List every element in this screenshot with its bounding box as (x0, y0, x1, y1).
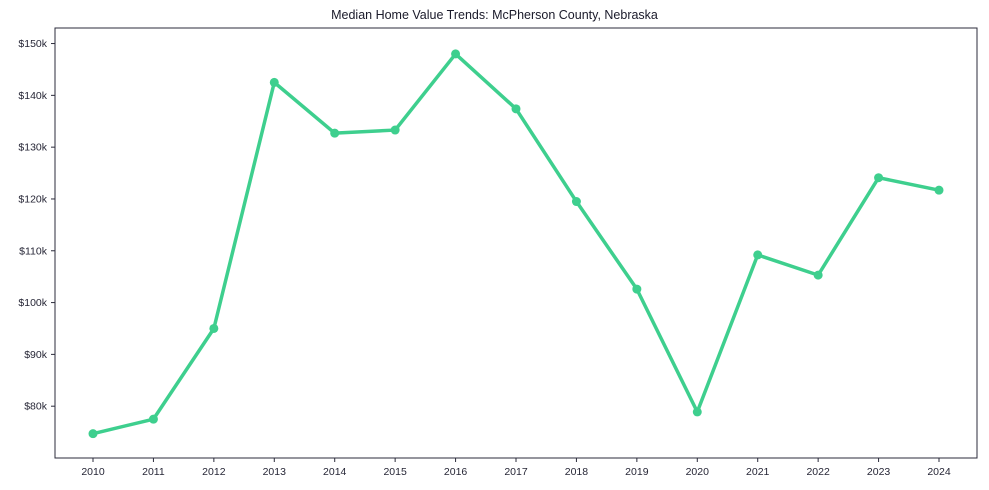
data-point-marker (209, 323, 219, 333)
x-tick-label: 2019 (625, 466, 649, 478)
x-tick-label: 2015 (383, 466, 407, 478)
data-point-marker (88, 429, 98, 439)
data-point-marker (148, 414, 158, 424)
x-tick-label: 2011 (142, 466, 165, 478)
y-tick-label: $140k (18, 90, 47, 102)
y-tick-label: $130k (18, 142, 47, 154)
data-point-marker (269, 77, 279, 87)
y-tick-label: $80k (24, 401, 48, 413)
x-tick-label: 2022 (806, 466, 830, 478)
x-tick-label: 2018 (565, 466, 589, 478)
x-tick-label: 2020 (686, 466, 710, 478)
y-tick-label: $90k (24, 349, 48, 361)
data-point-marker (813, 270, 823, 280)
y-tick-label: $120k (18, 193, 47, 205)
y-tick-label: $100k (18, 297, 47, 309)
data-point-marker (692, 407, 702, 417)
data-point-marker (632, 284, 642, 294)
data-point-marker (330, 128, 340, 138)
x-tick-label: 2016 (444, 466, 468, 478)
x-tick-label: 2023 (867, 466, 891, 478)
x-tick-label: 2013 (263, 466, 287, 478)
x-tick-label: 2017 (504, 466, 528, 478)
x-tick-label: 2014 (323, 466, 347, 478)
data-point-marker (753, 250, 763, 260)
x-tick-label: 2012 (202, 466, 226, 478)
chart-title: Median Home Value Trends: McPherson Coun… (331, 8, 658, 22)
y-tick-label: $110k (19, 245, 48, 257)
y-tick-label: $150k (18, 38, 47, 50)
data-point-marker (390, 125, 400, 135)
data-point-marker (571, 197, 581, 207)
x-tick-label: 2024 (927, 466, 951, 478)
data-point-marker (511, 104, 521, 114)
data-point-marker (451, 49, 461, 59)
x-tick-label: 2021 (746, 466, 770, 478)
data-point-marker (934, 185, 944, 195)
x-tick-label: 2010 (81, 466, 105, 478)
data-point-marker (874, 173, 884, 183)
